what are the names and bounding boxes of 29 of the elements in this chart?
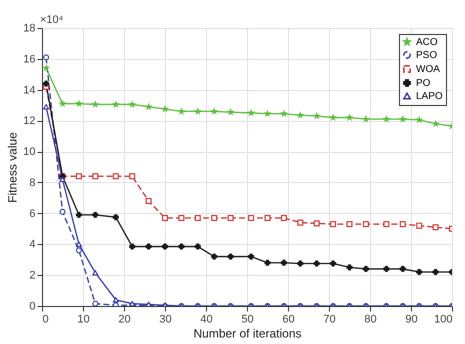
- legend-label: PSO: [416, 50, 438, 61]
- y-tick-label: 14: [23, 84, 36, 96]
- x-tick-label: 90: [405, 314, 418, 326]
- y-tick-label: 18: [23, 22, 36, 34]
- y-tick-label: 0: [29, 300, 36, 312]
- x-axis-title: Number of iterations: [193, 326, 302, 340]
- x-tick-label: 50: [241, 314, 254, 326]
- y-tick-label: 8: [29, 176, 36, 189]
- y-tick-label: 6: [29, 208, 36, 220]
- y-tick-label: 12: [23, 115, 36, 128]
- legend-label: WOA: [416, 64, 440, 75]
- x-tick-label: 0: [42, 314, 49, 326]
- x-tick-label: 60: [282, 314, 295, 326]
- y-axis-title: Fitness value: [5, 132, 20, 203]
- x-tick-label: 100: [434, 314, 452, 326]
- x-tick-label: 30: [159, 314, 172, 326]
- legend-label: PO: [416, 78, 431, 89]
- y-tick-label: 16: [23, 53, 36, 66]
- y-tick-label: 4: [29, 238, 36, 251]
- x-tick-label: 80: [364, 314, 377, 326]
- y-tick-label: 2: [29, 270, 36, 282]
- text: ×10⁴: [40, 14, 64, 26]
- y-tick-label: 10: [23, 146, 36, 158]
- x-tick-label: 20: [118, 314, 131, 326]
- x-tick-label: 10: [77, 314, 90, 326]
- legend-label: LAPO: [416, 91, 443, 102]
- x-tick-label: 40: [200, 314, 213, 326]
- legend-label: ACO: [416, 37, 438, 48]
- x-tick-label: 70: [323, 314, 336, 326]
